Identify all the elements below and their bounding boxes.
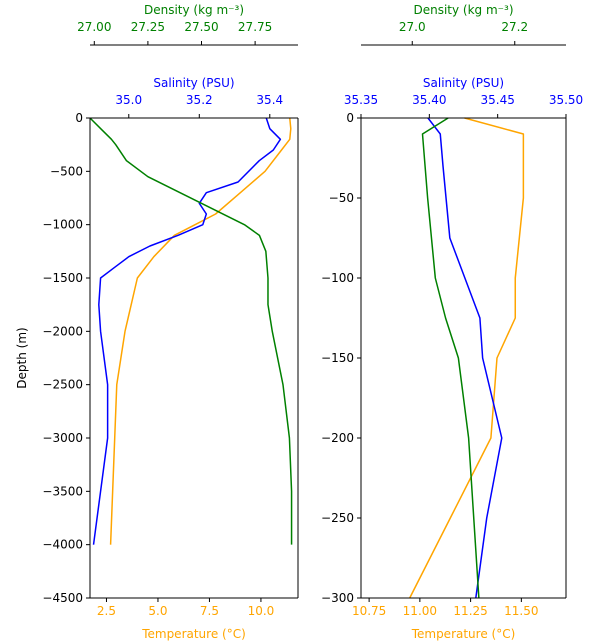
density-axis-label: Density (kg m⁻³) [413,3,513,17]
series-line-salinity [427,117,503,599]
y-tick-label: −250 [321,511,354,525]
salinity-axis-label: Salinity (PSU) [153,76,234,90]
salinity-tick-label: 35.0 [115,93,142,107]
left-panel: 0 −500 −1000 −1500 −2000 −2500 −3000 −3500 −4000… [15,3,299,641]
series-line-density [89,117,293,545]
salinity-tick-label: 35.2 [186,93,213,107]
temperature-tick-label: 11.00 [403,604,437,618]
density-tick-label: 27.00 [77,20,111,34]
series-line-temperature [409,117,525,599]
density-tick-label: 27.2 [501,20,528,34]
density-tick-label: 27.50 [184,20,218,34]
y-tick-label: −3000 [42,431,83,445]
y-tick-label: 0 [75,111,83,125]
temperature-axis-label: Temperature (°C) [141,627,246,641]
series-line-temperature [109,117,292,545]
temperature-tick-label: 11.50 [504,604,538,618]
y-tick-label: −3500 [42,484,83,498]
y-tick-label: 0 [346,111,354,125]
salinity-axis-label: Salinity (PSU) [423,76,504,90]
density-axis-label: Density (kg m⁻³) [144,3,244,17]
salinity-tick-label: 35.4 [256,93,283,107]
density-tick-label: 27.25 [131,20,165,34]
salinity-tick-label: 35.40 [412,93,446,107]
y-tick-label: −1500 [42,271,83,285]
temperature-tick-label: 10.0 [248,604,275,618]
salinity-tick-label: 35.50 [549,93,583,107]
series-line-salinity [92,117,282,545]
y-tick-label: −100 [321,271,354,285]
temperature-tick-label: 7.5 [200,604,219,618]
temperature-tick-label: 10.75 [352,604,386,618]
y-tick-label: −2000 [42,324,83,338]
salinity-tick-label: 35.35 [344,93,378,107]
y-tick-label: −2500 [42,378,83,392]
y-tick-label: −4000 [42,538,83,552]
temperature-tick-label: 2.5 [97,604,116,618]
y-tick-label: −300 [321,591,354,605]
temperature-tick-label: 11.25 [453,604,487,618]
salinity-tick-label: 35.45 [480,93,514,107]
y-tick-label: −500 [50,164,83,178]
series-line-density [421,117,480,599]
density-tick-label: 27.75 [238,20,272,34]
temperature-axis-label: Temperature (°C) [411,627,516,641]
y-tick-label: −200 [321,431,354,445]
y-tick-label: −150 [321,351,354,365]
y-tick-label: −1000 [42,218,83,232]
y-axis-label: Depth (m) [15,327,29,388]
temperature-tick-label: 5.0 [148,604,167,618]
y-tick-label: −4500 [42,591,83,605]
y-tick-label: −50 [329,191,354,205]
density-tick-label: 27.0 [399,20,426,34]
